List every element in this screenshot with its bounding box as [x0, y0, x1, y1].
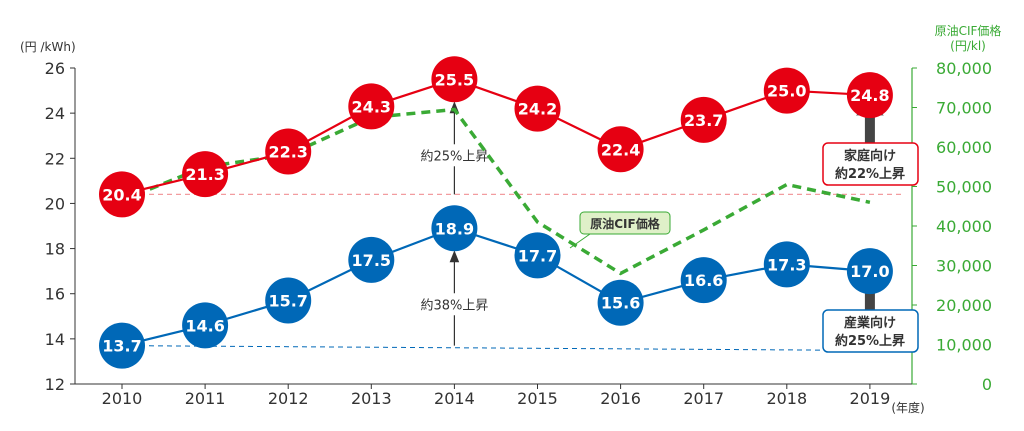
industrial-point-label: 16.6	[684, 271, 723, 290]
residential-point-label: 20.4	[102, 185, 141, 204]
left-tick-label: 16	[45, 285, 65, 304]
industrial-increase-label-bg	[409, 293, 500, 316]
residential-point	[348, 83, 395, 130]
left-tick-label: 20	[45, 194, 65, 213]
residential-point	[763, 67, 810, 114]
x-tick-label: 2017	[683, 389, 724, 408]
industrial-point	[763, 241, 810, 288]
industrial-point-label: 17.5	[352, 251, 391, 270]
oil-tag-box	[579, 211, 671, 235]
residential-callout-title: 家庭向け	[844, 148, 896, 164]
residential-point	[431, 56, 478, 103]
left-tick-label: 12	[45, 375, 65, 394]
x-tick-label: 2011	[185, 389, 226, 408]
industrial-point	[846, 248, 893, 295]
right-tick-label: 10,000	[936, 336, 992, 355]
industrial-point	[514, 232, 561, 279]
industrial-point-label: 13.7	[102, 337, 141, 356]
right-tick-label: 20,000	[936, 296, 992, 315]
residential-increase-label: 約25%上昇	[420, 149, 488, 164]
industrial-point	[680, 257, 727, 304]
residential-point-label: 24.3	[352, 97, 391, 116]
residential-point-label: 24.2	[518, 100, 557, 119]
right-tick-label: 50,000	[936, 178, 992, 197]
industrial-point-label: 14.6	[185, 316, 224, 335]
residential-point-label: 23.7	[684, 111, 723, 130]
residential-point	[680, 96, 727, 143]
x-tick-label: 2010	[102, 389, 143, 408]
residential-point-label: 24.8	[850, 86, 889, 105]
left-tick-label: 14	[45, 330, 65, 349]
left-tick-label: 24	[45, 104, 65, 123]
right-tick-label: 80,000	[936, 59, 992, 78]
industrial-point	[348, 236, 395, 283]
industrial-point-label: 17.7	[518, 246, 557, 265]
right-tick-label: 40,000	[936, 217, 992, 236]
industrial-reference-line	[121, 345, 903, 352]
industrial-callout-box	[822, 309, 919, 353]
x-tick-label: 2015	[517, 389, 558, 408]
x-tick-label: 2013	[351, 389, 392, 408]
right-tick-label: 60,000	[936, 138, 992, 157]
industrial-callout-value: 約25%上昇	[835, 333, 905, 349]
residential-line	[121, 78, 870, 196]
x-unit-label: (年度)	[891, 400, 924, 415]
residential-point-label: 22.3	[268, 143, 307, 162]
right-tick-label: 30,000	[936, 257, 992, 276]
residential-point	[99, 171, 145, 218]
x-tick-label: 2018	[766, 389, 807, 408]
oil-price-line	[121, 107, 871, 276]
x-tick-label: 2014	[434, 389, 475, 408]
residential-point-label: 21.3	[185, 165, 224, 184]
industrial-point-label: 17.0	[850, 262, 889, 281]
industrial-point-label: 18.9	[435, 219, 474, 238]
industrial-point-label: 15.6	[601, 294, 640, 313]
right-axis-label: 原油CIF価格	[935, 23, 1002, 38]
residential-point-label: 22.4	[601, 140, 640, 159]
residential-point-label: 25.0	[767, 82, 806, 101]
residential-point	[182, 151, 229, 198]
industrial-point	[182, 302, 229, 349]
industrial-point-label: 17.3	[767, 255, 806, 274]
oil-tag-pointer	[569, 233, 591, 249]
oil-tag-label: 原油CIF価格	[590, 216, 660, 231]
left-tick-label: 18	[45, 240, 65, 259]
left-axis-label: (円 /kWh)	[20, 40, 76, 54]
residential-increase-label-bg	[409, 144, 500, 167]
right-tick-label: 0	[982, 375, 992, 394]
industrial-callout-title: 産業向け	[844, 315, 896, 331]
industrial-point	[265, 277, 312, 324]
residential-callout-value: 約22%上昇	[835, 166, 905, 182]
residential-point	[514, 85, 561, 132]
x-tick-label: 2016	[600, 389, 641, 408]
residential-point	[265, 128, 312, 175]
industrial-point-label: 15.7	[268, 291, 307, 310]
industrial-line	[121, 227, 870, 347]
x-tick-label: 2012	[268, 389, 309, 408]
industrial-point	[597, 279, 644, 326]
industrial-point	[431, 205, 478, 252]
industrial-point	[99, 322, 145, 369]
residential-point	[846, 72, 893, 119]
left-tick-label: 26	[45, 59, 65, 78]
residential-point	[597, 126, 644, 173]
residential-callout-box	[822, 142, 919, 186]
industrial-increase-label: 約38%上昇	[420, 298, 488, 313]
x-tick-label: 2019	[850, 389, 891, 408]
left-tick-label: 22	[45, 149, 65, 168]
right-tick-label: 70,000	[936, 99, 992, 118]
right-axis-unit-label: (円/kl)	[950, 39, 986, 53]
residential-point-label: 25.5	[435, 70, 474, 89]
